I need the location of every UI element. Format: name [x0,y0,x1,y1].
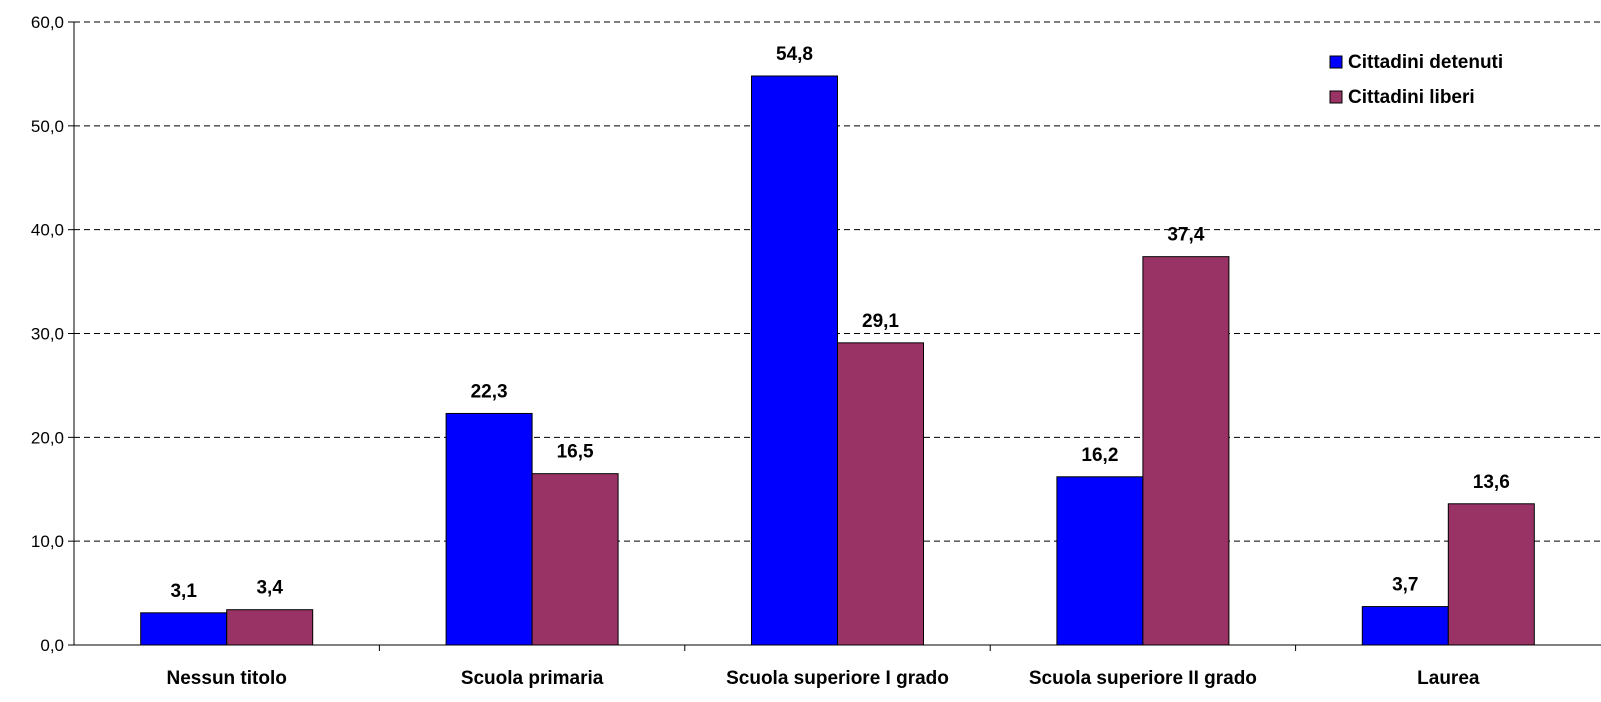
y-tick-label: 60,0 [31,13,64,32]
legend-swatch [1329,90,1343,104]
x-category-label: Scuola superiore I grado [726,668,949,689]
data-label: 37,4 [1167,225,1204,246]
data-label: 3,4 [256,578,283,599]
bar-detenuti [140,612,228,646]
legend-label: Cittadini detenuti [1348,52,1503,73]
data-label: 22,3 [471,381,508,402]
data-label: 16,5 [557,442,594,463]
y-tick-label: 10,0 [31,532,64,551]
bars [140,75,1535,646]
y-tick-label: 40,0 [31,221,64,240]
y-tick-label: 30,0 [31,325,64,344]
legend-label: Cittadini liberi [1348,87,1475,108]
legend: Cittadini detenuti Cittadini liberi [1329,52,1503,108]
bar-detenuti [445,412,533,646]
bar-detenuti [1056,476,1144,646]
data-label: 29,1 [862,311,899,332]
x-category-label: Scuola superiore II grado [1029,668,1257,689]
bar-liberi [226,609,314,646]
bar-detenuti [751,75,838,646]
bar-liberi [1142,256,1230,646]
x-category-label: Laurea [1417,668,1480,689]
data-label: 3,1 [170,581,197,602]
bar-liberi [1447,503,1535,646]
x-category-label: Scuola primaria [461,668,604,689]
bar-detenuti [1361,606,1449,646]
bar-liberi [837,342,924,646]
y-tick-label: 20,0 [31,428,64,447]
data-label: 13,6 [1473,472,1510,493]
legend-swatch [1329,55,1343,69]
data-label: 16,2 [1081,445,1118,466]
bar-liberi [531,473,619,646]
y-tick-label: 50,0 [31,117,64,136]
data-label: 3,7 [1392,575,1418,596]
x-category-label: Nessun titolo [167,668,287,689]
data-label: 54,8 [776,44,813,65]
y-tick-label: 0,0 [40,636,64,655]
data-labels: 3,1 3,4 22,3 16,5 54,8 29,1 16,2 37,4 3,7 13,6 [170,44,1509,602]
